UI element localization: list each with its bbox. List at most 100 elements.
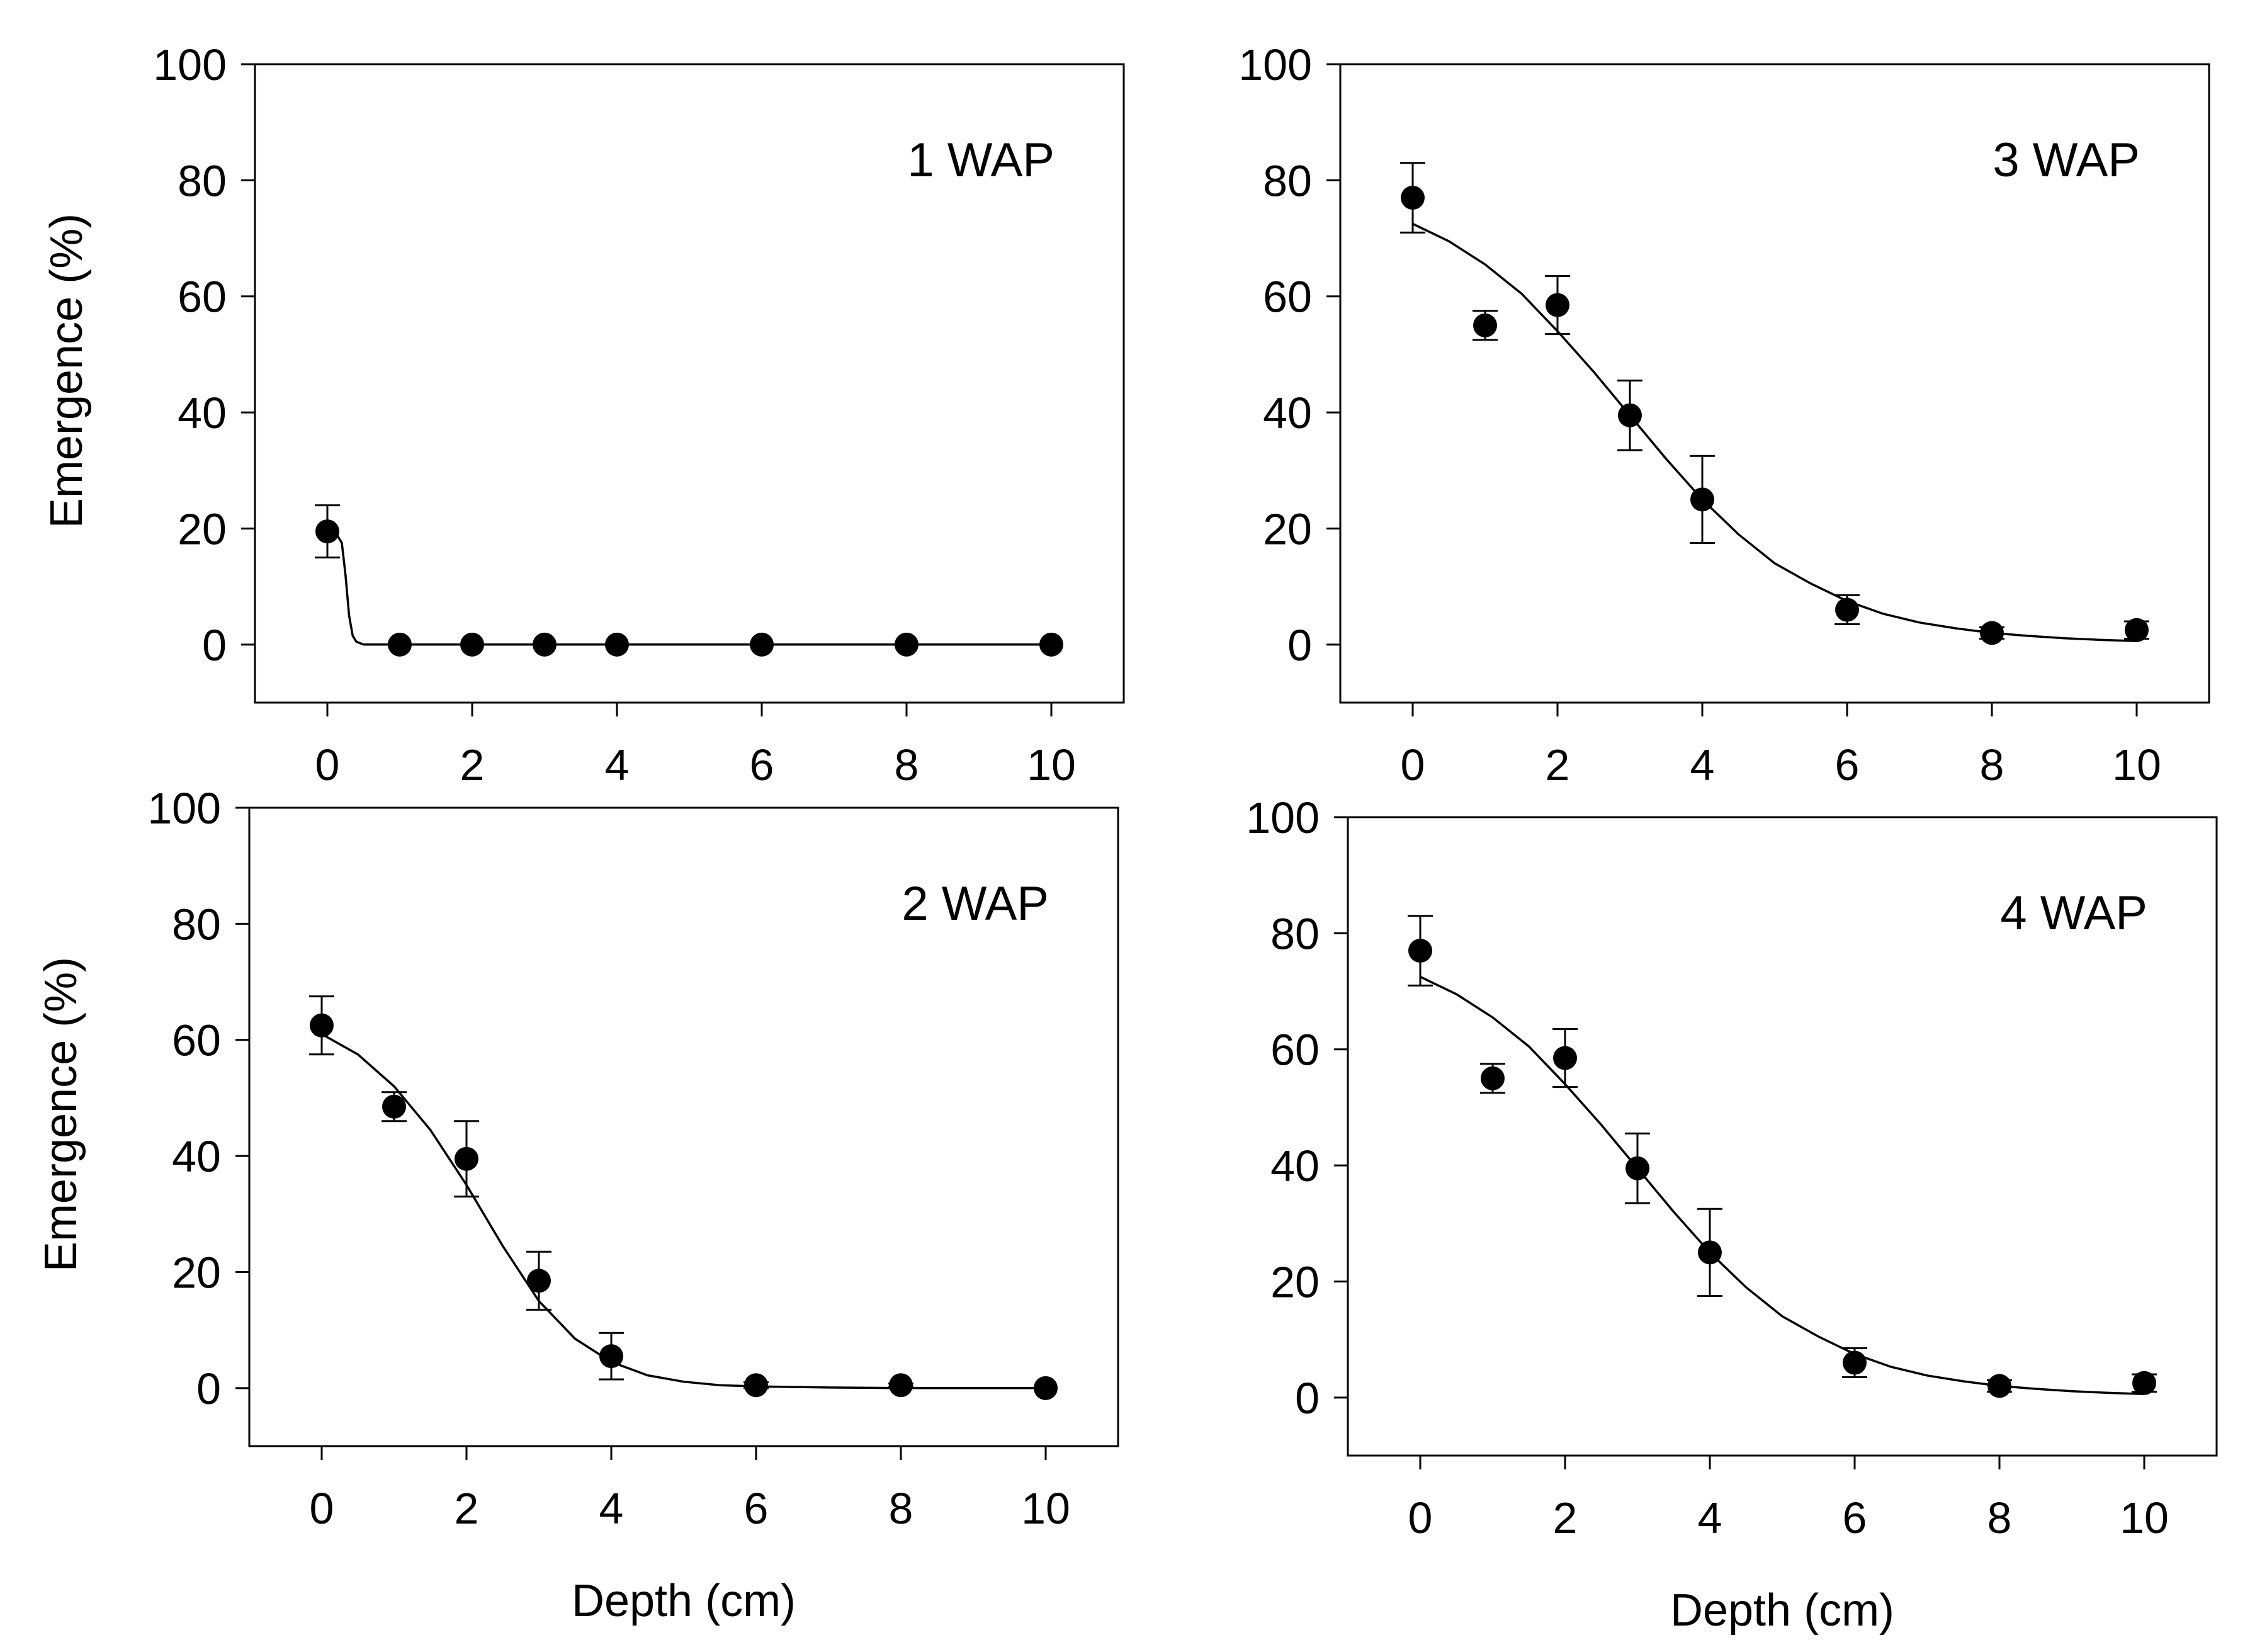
x-tick-label: 0 [315,740,340,789]
x-tick-label: 6 [750,740,774,789]
chart-panel: 0 20 40 60 80 100 0 2 4 6 8 10 2 WAP Emergence (%) Dep… [36,784,1119,1626]
data-point [1408,939,1432,963]
fit-curve [1420,975,2145,1396]
x-tick-label: 0 [1408,1493,1433,1542]
data-point [1473,313,1497,337]
panel-label: 3 WAP [1993,133,2140,187]
data-point [1980,621,2004,645]
y-axis-title: Emergence (%) [36,957,86,1272]
y-tick-label: 100 [1238,40,1312,89]
y-tick-label: 60 [178,273,227,322]
x-tick-label: 6 [744,1484,769,1533]
data-point [1401,186,1425,210]
data-point [527,1269,551,1293]
data-point [750,632,774,657]
x-tick-label: 6 [1843,1493,1867,1542]
y-tick-label: 20 [1270,1257,1320,1306]
x-tick-label: 10 [1021,1484,1070,1533]
data-point [533,632,557,657]
data-point [1553,1046,1577,1070]
data-point [1690,487,1714,512]
data-point [2125,618,2149,642]
x-tick-label: 2 [1546,740,1570,789]
y-tick-label: 40 [172,1132,221,1181]
data-point [895,632,919,657]
x-tick-label: 10 [2120,1493,2169,1542]
data-point [382,1094,406,1119]
y-tick-label: 0 [1287,621,1312,670]
x-tick-label: 4 [605,740,630,789]
x-tick-label: 4 [1698,1493,1722,1542]
data-point [889,1373,913,1398]
data-point [1625,1156,1649,1180]
x-tick-label: 4 [599,1484,624,1533]
chart-panel: 0 20 40 60 80 100 0 2 4 6 8 10 4 WAP Depth (cm) [1246,793,2218,1636]
x-axis-title: Depth (cm) [572,1576,796,1626]
data-point [599,1344,623,1369]
y-tick-label: 60 [172,1016,221,1065]
x-tick-label: 10 [2112,740,2161,789]
y-tick-label: 80 [172,900,221,949]
chart-panel: 0 20 40 60 80 100 0 2 4 6 8 10 1 WAP Emergence (%) [42,40,1125,789]
x-tick-label: 6 [1835,740,1860,789]
data-point [455,1146,478,1171]
data-point [460,632,484,657]
panel-label: 4 WAP [2000,886,2147,940]
panel-label: 1 WAP [907,133,1054,187]
data-point [1843,1350,1867,1375]
data-point [1481,1066,1505,1090]
y-tick-label: 60 [1263,273,1312,322]
y-axis-title: Emergence (%) [42,213,92,528]
y-tick-label: 0 [1295,1374,1320,1423]
data-point [1835,597,1859,622]
x-tick-label: 8 [1987,1493,2012,1542]
y-tick-label: 100 [153,40,227,89]
data-point [744,1373,768,1398]
y-tick-label: 100 [1246,793,1320,842]
data-point [1034,1376,1058,1400]
x-tick-label: 4 [1690,740,1715,789]
y-tick-label: 80 [1263,156,1312,205]
data-point [1987,1374,2011,1398]
x-tick-label: 2 [1553,1493,1578,1542]
x-axis-title: Depth (cm) [1670,1585,1894,1636]
chart-panel: 0 20 40 60 80 100 0 2 4 6 8 10 3 WAP [1238,40,2210,789]
data-point [605,632,629,657]
data-point [1618,403,1642,427]
x-tick-label: 8 [1980,740,2004,789]
plot-frame [1339,63,2210,704]
y-tick-label: 100 [147,784,221,833]
data-point [310,1013,334,1038]
x-tick-label: 8 [889,1484,913,1533]
data-point [1039,632,1063,657]
x-tick-label: 0 [1401,740,1425,789]
y-tick-label: 0 [196,1364,221,1413]
y-tick-label: 80 [178,156,227,205]
y-tick-label: 40 [178,388,227,438]
data-point [315,519,339,544]
data-point [1546,293,1569,317]
plot-frame [248,806,1119,1447]
data-point [388,632,412,657]
x-tick-label: 2 [455,1484,479,1533]
plot-frame [254,63,1125,704]
data-point [2132,1371,2156,1395]
x-tick-label: 2 [460,740,485,789]
plot-frame [1347,816,2218,1457]
y-tick-label: 80 [1270,909,1320,958]
fit-curve [1412,222,2137,643]
y-tick-label: 20 [172,1248,221,1297]
y-tick-label: 60 [1270,1026,1320,1075]
x-tick-label: 0 [310,1484,334,1533]
y-tick-label: 0 [202,621,227,670]
x-tick-label: 8 [895,740,919,789]
y-tick-label: 40 [1263,388,1312,438]
panel-label: 2 WAP [902,877,1049,931]
y-tick-label: 20 [1263,504,1312,553]
x-tick-label: 10 [1027,740,1076,789]
y-tick-label: 40 [1270,1141,1320,1191]
data-point [1698,1240,1722,1265]
fit-curve [327,527,1051,646]
